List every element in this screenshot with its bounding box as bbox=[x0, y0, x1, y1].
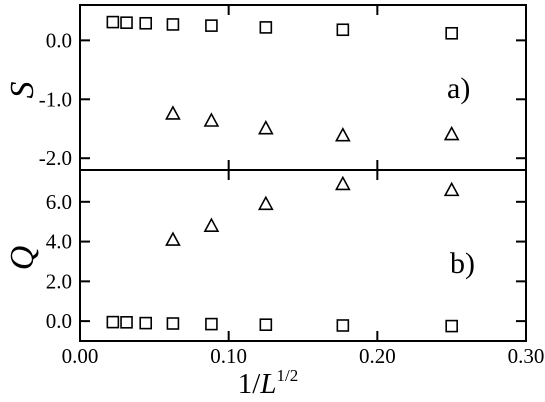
panel-b-label: b) bbox=[450, 247, 475, 280]
square-marker bbox=[166, 317, 180, 330]
square-marker bbox=[166, 18, 180, 31]
square-marker bbox=[139, 316, 153, 330]
triangle-marker bbox=[257, 119, 274, 135]
square-marker bbox=[205, 317, 218, 331]
ytick-label: 6.0 bbox=[46, 190, 72, 214]
square-marker bbox=[106, 315, 120, 329]
square-marker bbox=[106, 15, 120, 29]
triangle-marker bbox=[165, 231, 181, 246]
square-marker bbox=[120, 316, 133, 329]
panel-a-ticks bbox=[79, 5, 527, 170]
panel-a: -2.0 -1.0 0.0 S a) bbox=[4, 4, 527, 171]
x-tick-labels: 0.00 0.10 0.20 0.30 bbox=[62, 344, 545, 368]
ytick-label: -1.0 bbox=[39, 87, 72, 111]
panel-a-ylabel: S bbox=[4, 82, 41, 99]
panel-b-ylabel: Q bbox=[4, 246, 41, 271]
triangle-marker bbox=[443, 181, 460, 197]
triangle-marker bbox=[165, 105, 181, 120]
square-marker bbox=[139, 16, 153, 30]
xtick-label: 0.30 bbox=[508, 344, 545, 368]
x-axis-label-sup: 1/2 bbox=[276, 366, 298, 385]
triangle-marker bbox=[257, 195, 274, 211]
panel-a-label: a) bbox=[447, 72, 470, 105]
panel-b-ticks bbox=[79, 170, 527, 341]
xtick-label: 0.00 bbox=[62, 344, 99, 368]
xtick-label: 0.10 bbox=[210, 344, 247, 368]
panel-b-ytick-labels: 0.0 2.0 4.0 6.0 bbox=[46, 190, 72, 333]
panel-b-markers bbox=[106, 175, 460, 333]
xtick-label: 0.20 bbox=[359, 344, 396, 368]
ytick-label: 0.0 bbox=[46, 28, 72, 52]
x-axis-label-main: 1/ bbox=[238, 368, 262, 400]
square-marker bbox=[120, 16, 133, 29]
panel-b: 0.0 2.0 4.0 6.0 0.00 0.10 0.20 0.30 Q b) bbox=[4, 169, 545, 368]
triangle-marker bbox=[334, 127, 351, 142]
ytick-label: 2.0 bbox=[46, 269, 72, 293]
triangle-marker bbox=[334, 175, 351, 191]
square-marker bbox=[445, 26, 458, 40]
ytick-label: 4.0 bbox=[46, 230, 72, 254]
x-axis-label-var: L bbox=[259, 368, 276, 400]
panel-a-markers bbox=[106, 15, 460, 142]
square-marker bbox=[445, 319, 458, 333]
square-marker bbox=[259, 21, 273, 34]
panel-a-ytick-labels: -2.0 -1.0 0.0 bbox=[39, 28, 72, 170]
triangle-marker bbox=[203, 112, 220, 127]
x-axis-label: 1/L1/2 bbox=[238, 366, 298, 400]
square-marker bbox=[259, 318, 273, 331]
triangle-marker bbox=[443, 125, 460, 141]
ytick-label: 0.0 bbox=[46, 309, 72, 333]
square-marker bbox=[205, 19, 218, 32]
ytick-label: -2.0 bbox=[39, 146, 72, 170]
panel-b-frame bbox=[79, 169, 527, 342]
square-marker bbox=[336, 319, 350, 332]
square-marker bbox=[336, 23, 350, 37]
triangle-marker bbox=[203, 217, 220, 232]
